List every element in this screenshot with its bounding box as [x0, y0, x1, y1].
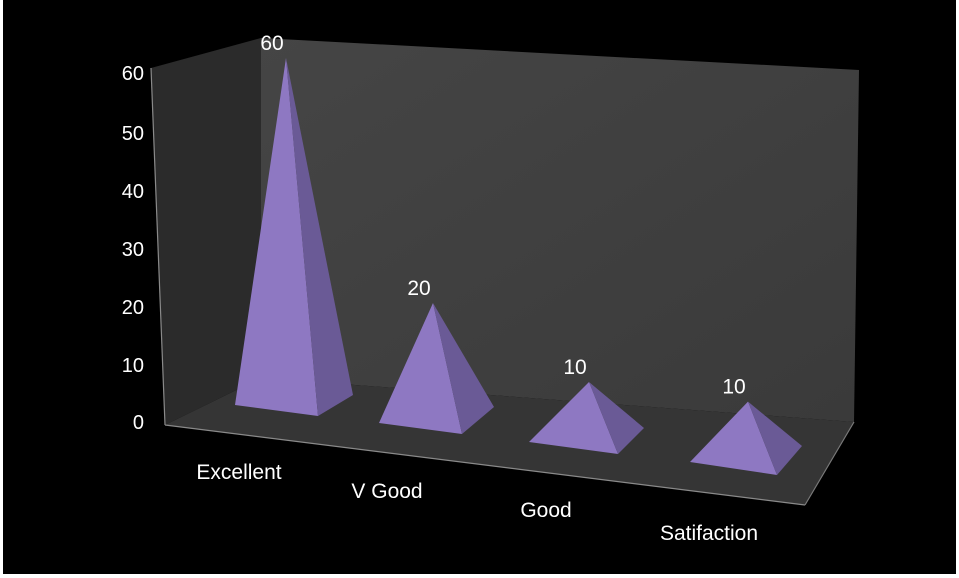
y-axis-line [150, 67, 166, 426]
y-tick-label: 50 [122, 123, 144, 145]
back-wall [261, 38, 859, 422]
pyramid-front-face [235, 58, 318, 416]
pyramid-front-face [379, 303, 462, 434]
data-label: 10 [722, 376, 745, 399]
pyramid-front-face [690, 401, 777, 475]
chart-frame: 0 10 20 30 40 50 60 60 20 10 10 [3, 0, 956, 574]
pyramid-side-face [286, 58, 353, 416]
pyramid-side-face [748, 401, 802, 475]
pyramid-front-face [529, 382, 618, 454]
data-label: 10 [563, 356, 586, 379]
x-category-labels: Excellent V Good Good Satifaction [196, 461, 758, 545]
floor-right-edge [804, 421, 855, 506]
x-axis-line [164, 424, 806, 506]
side-wall [151, 38, 261, 425]
x-category-label: V Good [351, 480, 422, 503]
y-tick-label: 20 [122, 297, 144, 319]
pyramid-side-face [433, 303, 494, 434]
y-tick-label: 40 [122, 181, 144, 203]
y-tick-label: 60 [122, 63, 144, 85]
data-label: 20 [407, 277, 430, 300]
y-tick-label: 0 [133, 412, 144, 434]
pyramid-side-face [589, 382, 644, 454]
x-category-label: Excellent [196, 461, 281, 484]
data-labels: 60 20 10 10 [260, 32, 745, 399]
y-tick-labels: 0 10 20 30 40 50 60 [122, 63, 144, 434]
floor [165, 378, 854, 505]
y-tick-label: 30 [122, 239, 144, 261]
y-tick-label: 10 [122, 355, 144, 377]
pyramid-chart: 0 10 20 30 40 50 60 60 20 10 10 [122, 32, 859, 545]
x-category-label: Satifaction [660, 522, 758, 545]
x-category-label: Good [520, 499, 571, 522]
data-label: 60 [260, 32, 283, 55]
pyramid-series [235, 58, 802, 475]
